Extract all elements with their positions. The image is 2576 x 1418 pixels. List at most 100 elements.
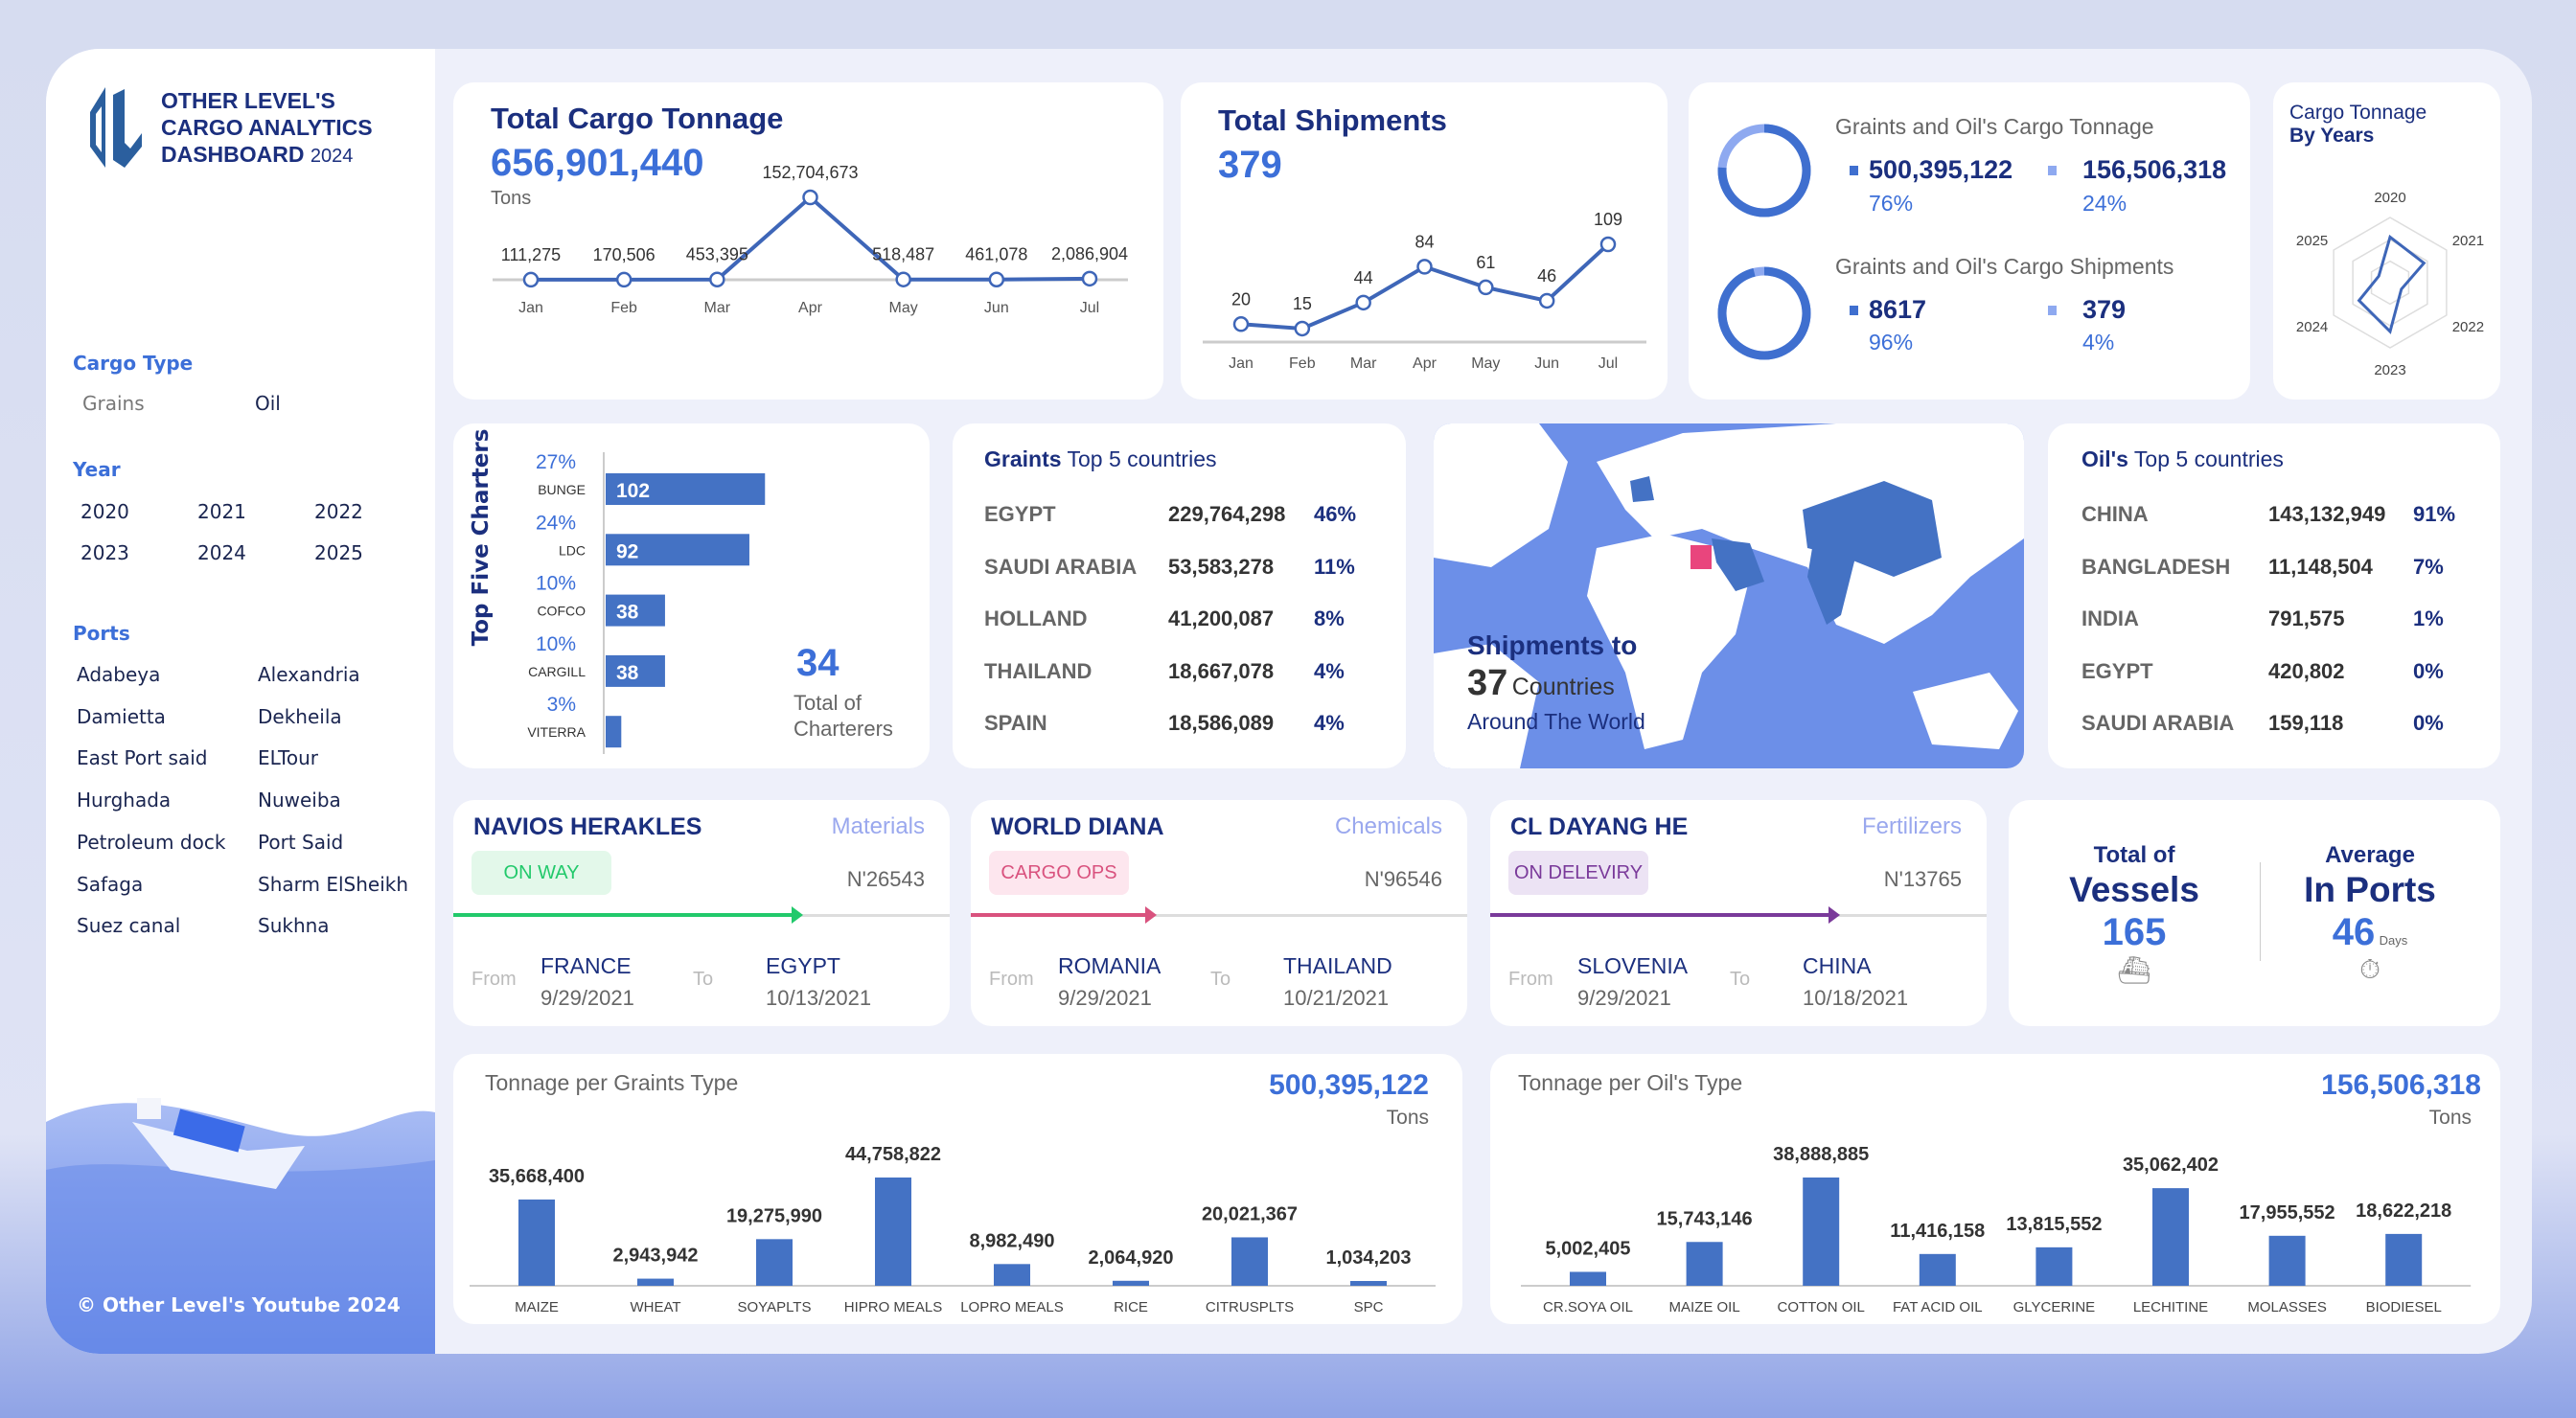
arrow-icon xyxy=(1828,906,1840,924)
filter-port[interactable]: Petroleum dock xyxy=(77,830,226,854)
country-egypt-highlight[interactable] xyxy=(1690,545,1712,569)
filter-year-2021[interactable]: 2021 xyxy=(197,500,246,523)
total-shipments-card: Total Shipments 379 20 Jan 15 Feb 44 Mar 84 Apr… xyxy=(1181,82,1668,400)
filter-port[interactable]: Hurghada xyxy=(77,789,172,812)
to-label: To xyxy=(693,969,714,990)
data-label: 152,704,673 xyxy=(762,163,858,182)
country-tonnage: 41,200,087 xyxy=(1168,606,1275,630)
radar-title: Cargo Tonnage By Years xyxy=(2289,102,2426,148)
bar[interactable] xyxy=(637,1278,674,1286)
filter-port[interactable]: Port Said xyxy=(258,830,344,854)
legend-oil-marker xyxy=(2048,306,2057,315)
bar[interactable] xyxy=(756,1239,793,1286)
data-point[interactable] xyxy=(1232,316,1250,332)
vessel-number: N'26543 xyxy=(846,867,925,891)
world-map[interactable] xyxy=(1434,423,2024,768)
filter-year-2025[interactable]: 2025 xyxy=(314,541,363,564)
bar[interactable] xyxy=(1919,1253,1956,1286)
radar-card: Cargo Tonnage By Years 2020 2021 2022 2023 20… xyxy=(2273,82,2500,400)
country-spain[interactable] xyxy=(1630,476,1654,502)
data-point[interactable] xyxy=(1538,292,1555,309)
charter-bar[interactable] xyxy=(606,473,766,505)
bar[interactable] xyxy=(875,1178,911,1286)
x-tick-label: May xyxy=(889,300,918,316)
bar[interactable] xyxy=(2385,1233,2423,1286)
charter-name: BUNGE xyxy=(538,482,586,497)
vessel-card[interactable]: WORLD DIANA Chemicals CARGO OPS N'96546 From… xyxy=(971,800,1467,1026)
bar[interactable] xyxy=(1686,1242,1723,1286)
data-point[interactable] xyxy=(709,271,725,287)
shipments-line-chart: 20 Jan 15 Feb 44 Mar 84 Apr 61 May 46 Jun 109 Jul xyxy=(1203,210,1646,372)
bar[interactable] xyxy=(994,1264,1030,1286)
radar-axis-label: 2025 xyxy=(2296,233,2328,249)
filter-port[interactable]: Nuweiba xyxy=(258,789,341,812)
data-point[interactable] xyxy=(802,189,818,206)
cargo-ship-icon: ⛴ xyxy=(2117,955,2151,985)
bar[interactable] xyxy=(1570,1271,1606,1286)
bar[interactable] xyxy=(1350,1281,1387,1286)
filter-year-2024[interactable]: 2024 xyxy=(197,541,246,564)
dashboard: OTHER LEVEL'S CARGO ANALYTICS DASHBOARD … xyxy=(46,49,2532,1354)
filter-port[interactable]: Adabeya xyxy=(77,663,161,686)
charter-bar[interactable] xyxy=(606,534,749,566)
grains-total-value: 500,395,122 xyxy=(1269,1069,1429,1101)
filter-port[interactable]: East Port said xyxy=(77,746,208,770)
bar[interactable] xyxy=(1231,1237,1268,1286)
bar[interactable] xyxy=(1803,1178,1840,1286)
to-label: To xyxy=(1210,969,1231,990)
country-tonnage: 420,802 xyxy=(2268,658,2345,683)
x-tick-label: Jul xyxy=(1598,355,1618,372)
x-tick-label: GLYCERINE xyxy=(2013,1299,2096,1315)
country-india[interactable] xyxy=(1807,548,1855,625)
data-label: 20 xyxy=(1231,289,1251,309)
data-point[interactable] xyxy=(615,271,632,288)
total-shipments-value: 379 xyxy=(1218,144,1282,186)
charter-bar[interactable] xyxy=(606,654,665,687)
x-tick-label: Mar xyxy=(1350,355,1377,372)
country-china[interactable] xyxy=(1803,481,1942,577)
bar[interactable] xyxy=(2036,1246,2073,1286)
logo-year: 2024 xyxy=(310,146,354,167)
filter-port[interactable]: Alexandria xyxy=(258,663,360,686)
country-pct: 8% xyxy=(1314,606,1345,630)
data-point[interactable] xyxy=(988,271,1005,287)
bar[interactable] xyxy=(2268,1235,2306,1286)
filter-port[interactable]: Safaga xyxy=(77,872,144,896)
filter-year-2022[interactable]: 2022 xyxy=(314,500,363,523)
filter-port[interactable]: Damietta xyxy=(77,704,166,728)
data-point[interactable] xyxy=(1355,294,1371,311)
data-label: 461,078 xyxy=(965,245,1027,264)
bar[interactable] xyxy=(518,1199,555,1286)
title-bold: Graints xyxy=(984,446,1062,471)
data-point[interactable] xyxy=(895,271,911,287)
progress-fill xyxy=(971,913,1149,917)
data-point[interactable] xyxy=(1081,270,1098,287)
vessel-card[interactable]: NAVIOS HERAKLES Materials ON WAY N'26543 Fro… xyxy=(453,800,950,1026)
data-point[interactable] xyxy=(1294,320,1311,337)
filter-port[interactable]: Suez canal xyxy=(77,914,181,938)
filter-port[interactable]: ELTour xyxy=(258,746,318,770)
filter-cargo-oil[interactable]: Oil xyxy=(255,392,281,415)
data-point[interactable] xyxy=(1416,259,1433,275)
total-vessels-value: 165 xyxy=(2102,911,2167,953)
filter-port[interactable]: Sharm ElSheikh xyxy=(258,872,409,896)
filter-cargo-grains[interactable]: Grains xyxy=(82,392,145,415)
data-point[interactable] xyxy=(1599,236,1617,253)
vessel-card[interactable]: CL DAYANG HE Fertilizers ON DELEVIRY N'1376… xyxy=(1490,800,1987,1026)
filter-port[interactable]: Dekheila xyxy=(258,704,342,728)
filter-year-2020[interactable]: 2020 xyxy=(80,500,129,523)
x-tick-label: Feb xyxy=(1289,355,1316,372)
filter-year-2023[interactable]: 2023 xyxy=(80,541,129,564)
bar[interactable] xyxy=(1113,1280,1149,1286)
charter-bar[interactable] xyxy=(606,716,622,748)
filter-port[interactable]: Sukhna xyxy=(258,914,330,938)
country-pct: 11% xyxy=(1314,554,1355,579)
charter-bar[interactable] xyxy=(606,594,665,627)
data-point[interactable] xyxy=(1478,279,1494,296)
country-name: SPAIN xyxy=(984,711,1047,735)
country-name: EGYPT xyxy=(984,502,1056,526)
bar[interactable] xyxy=(2152,1188,2189,1286)
data-point[interactable] xyxy=(522,271,540,288)
country-saudi-arabia[interactable] xyxy=(1712,538,1764,591)
total-vessels: Total of Vessels 165 ⛴ xyxy=(2069,842,2199,986)
